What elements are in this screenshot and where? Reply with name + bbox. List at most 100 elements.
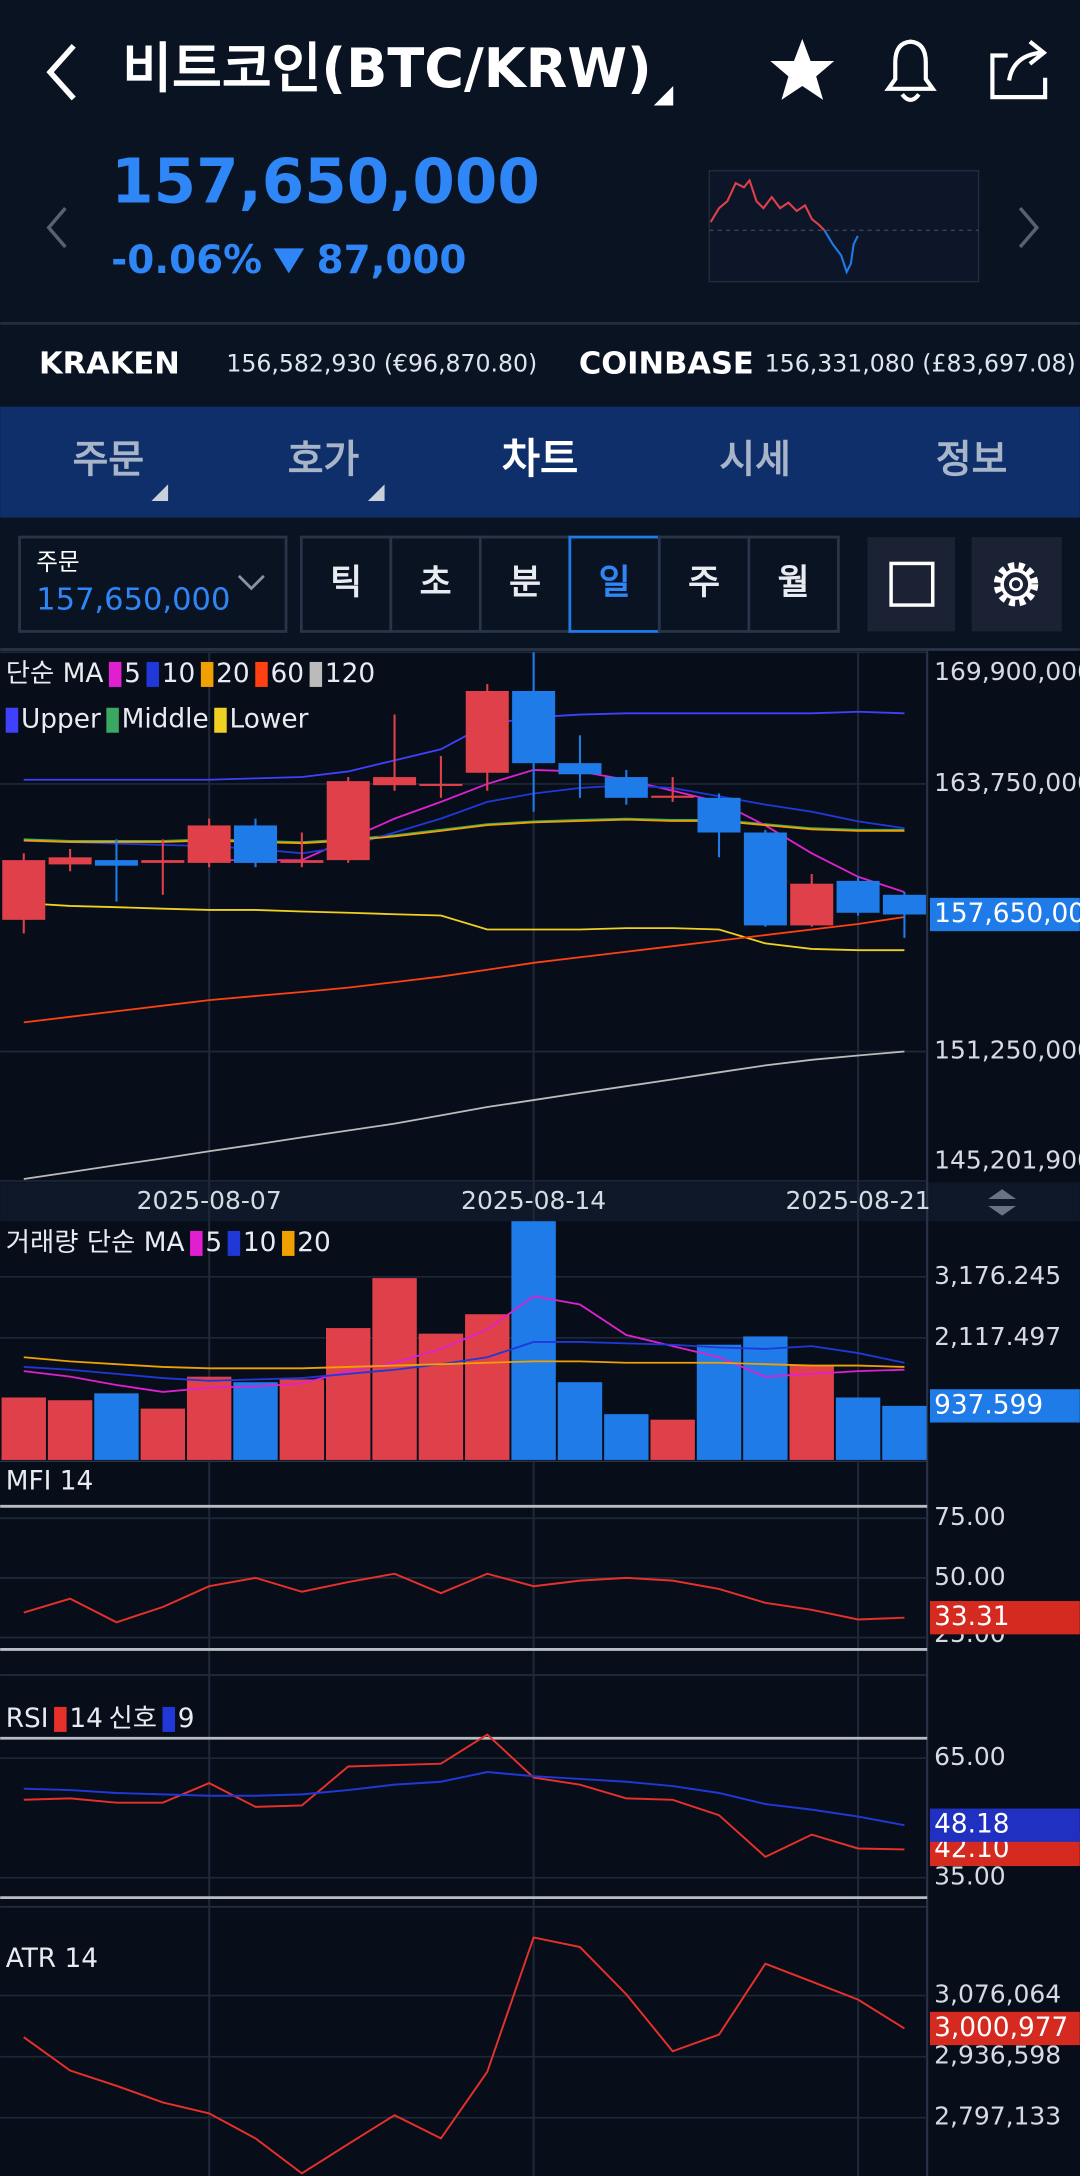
indicator-line [23,1572,905,1624]
volume-bar [743,1336,788,1460]
date-row [0,1182,1080,1222]
last-value-label: 33.31 [934,1602,1009,1632]
tab[interactable]: 주문 [73,438,144,483]
candle-body [465,690,509,773]
exchange-name: COINBASE [579,346,754,381]
candle-body [280,860,324,863]
legend-swatch [190,1230,203,1256]
indicator-line [23,1733,905,1858]
order-price: 157,650,000 [36,582,230,617]
candle-body [512,690,556,764]
last-value-box [929,2011,1080,2046]
next-arrow[interactable] [1018,207,1040,249]
interval-button[interactable] [568,535,661,633]
y-tick-label: 75.00 [934,1502,1005,1531]
legend-swatch [108,661,122,687]
alarm-icon[interactable] [884,39,937,102]
change-percent: -0.06% [111,238,262,283]
legend-swatch [214,707,227,733]
volume-bar [47,1400,93,1460]
indicator-line [23,1771,905,1827]
candle-body [2,860,46,920]
last-value-label: 157,650,000 [934,899,1080,929]
gear-ring [1000,568,1032,600]
volume-bar [882,1405,927,1460]
tab[interactable]: 시세 [719,438,790,483]
x-tick-label: 2025-08-14 [461,1186,606,1215]
volume-bar [511,1221,556,1460]
candle-body [882,894,926,915]
tab[interactable]: 정보 [936,438,1007,483]
tab[interactable]: 호가 [288,438,360,483]
last-value-box [929,1808,1080,1842]
legend-label: 20 [297,1228,331,1258]
layout-icon [889,561,935,607]
exchange-price: 156,582,930 (€96,870.80) [226,349,537,377]
legend-label: 10 [162,659,196,689]
interval-label: 초 [420,563,452,603]
y-tick-label: 65.00 [934,1742,1005,1771]
y-tick-label: 2,797,133 [934,2102,1061,2131]
legend-swatch [162,1706,176,1732]
volume-bar [418,1333,464,1460]
legend-swatch [309,661,323,687]
candle-body [234,825,278,863]
volume-bar [186,1376,232,1460]
layout-button[interactable] [867,537,955,632]
y-tick-label: 3,076,064 [934,1980,1061,2009]
settings-button[interactable] [971,537,1062,632]
interval-label: 주 [688,563,720,603]
legend-label: 9 [178,1704,195,1734]
gear-center [1009,577,1023,592]
legend-label: RSI [6,1704,49,1734]
legend-swatch [146,661,160,687]
interval-label: 분 [509,563,541,603]
order-chevron [237,574,265,591]
legend-label: 20 [216,659,250,689]
candle-body [697,797,741,833]
tab[interactable]: 차트 [502,434,579,483]
interval-button[interactable] [657,535,751,633]
y-tick-label: 169,900,000 [934,657,1080,686]
exchange-price: 156,331,080 (£83,697.08) [765,349,1076,377]
volume-bar [1,1397,46,1460]
legend-label: ATR 14 [6,1944,98,1974]
title: 비트코인(BTC/KRW) [122,37,652,100]
y-tick-label: 2,117.497 [934,1322,1061,1351]
order-box[interactable] [18,535,288,633]
volume-bar [650,1419,695,1460]
candle-body [836,880,880,913]
change-amount: 87,000 [317,238,467,283]
legend-swatch [106,707,119,733]
interval-button[interactable] [478,535,572,633]
volume-bar [465,1314,510,1460]
ma-line [23,1341,905,1382]
scale-toggle[interactable] [988,1189,1016,1216]
legend-label: 거래량 단순 MA [6,1228,185,1258]
favorite-icon[interactable] [770,38,835,100]
back-button[interactable] [46,43,76,101]
ma-line [23,818,905,845]
order-label: 주문 [36,548,79,576]
volume-bar [789,1365,834,1460]
interval-button[interactable] [747,535,840,633]
exchange-name: KRAKEN [39,346,180,381]
prev-arrow[interactable] [46,207,67,249]
legend-label: 단순 MA [6,659,104,689]
down-triangle [273,248,305,274]
interval-button[interactable] [389,535,482,633]
legend-label: Lower [230,705,309,735]
volume-bar [835,1397,881,1460]
last-value-label: 48.18 [934,1810,1009,1840]
volume-bar [557,1382,603,1460]
band-line [23,817,905,843]
tab-bar [0,406,1080,518]
legend-label: Upper [21,705,101,735]
last-value-box [929,897,1080,932]
band-line [23,902,905,952]
tab-dropdown [367,484,385,501]
y-tick-label: 163,750,000 [934,768,1080,797]
legend-swatch [255,661,268,687]
share-icon[interactable] [990,40,1048,100]
